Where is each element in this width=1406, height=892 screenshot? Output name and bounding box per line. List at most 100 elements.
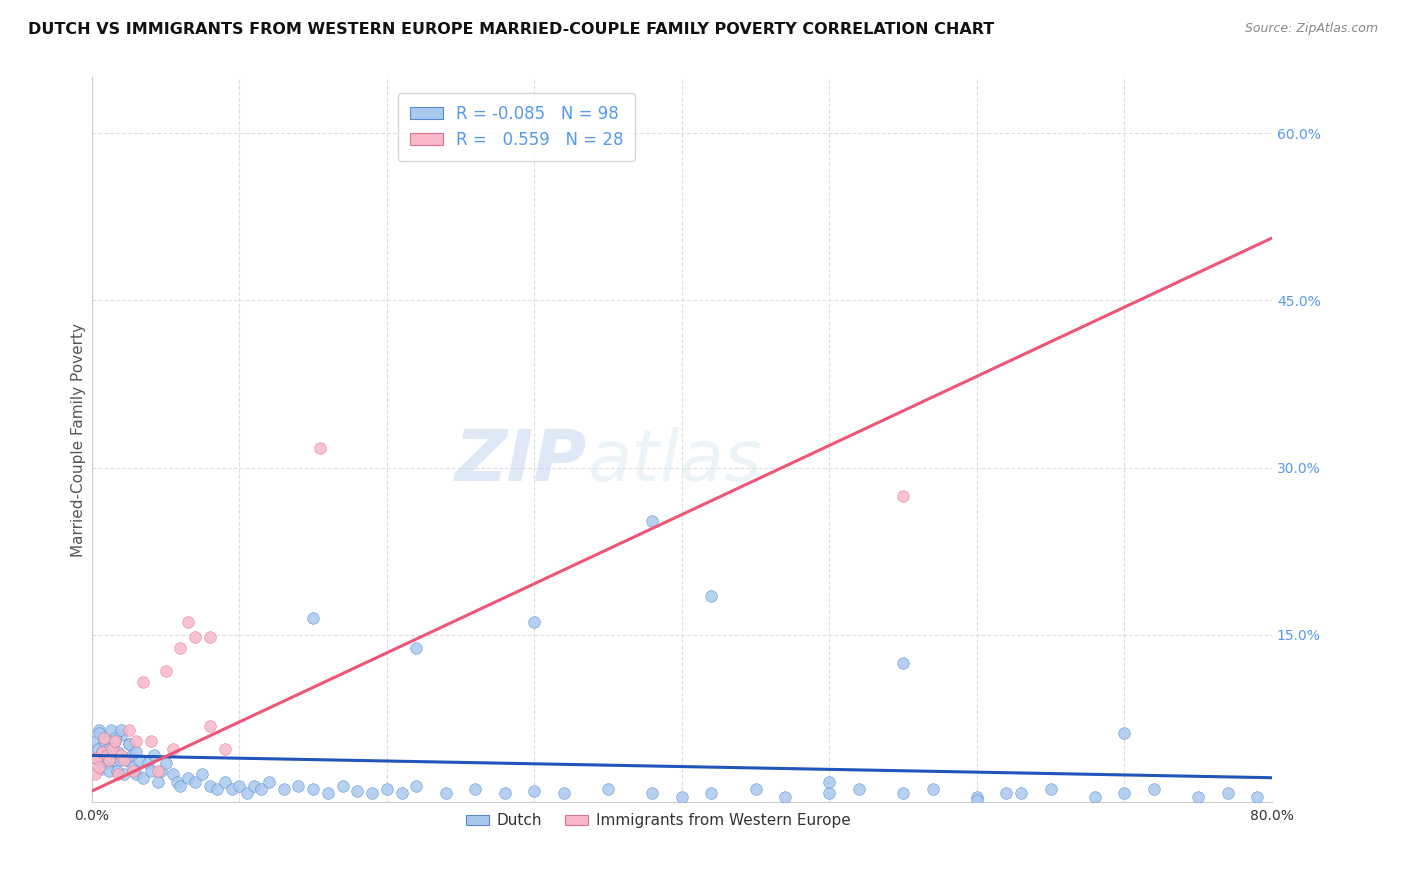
- Point: [112, 767, 135, 781]
- Point: [142, 748, 165, 763]
- Point: [176, 615, 198, 629]
- Point: [1084, 789, 1107, 804]
- Point: [641, 786, 664, 800]
- Point: [101, 741, 124, 756]
- Point: [84, 750, 107, 764]
- Point: [257, 775, 280, 789]
- Point: [1143, 781, 1166, 796]
- Point: [132, 771, 155, 785]
- Point: [98, 741, 121, 756]
- Text: Source: ZipAtlas.com: Source: ZipAtlas.com: [1244, 22, 1378, 36]
- Point: [361, 786, 384, 800]
- Point: [641, 514, 664, 528]
- Point: [434, 786, 457, 800]
- Point: [122, 764, 145, 778]
- Point: [198, 719, 221, 733]
- Point: [83, 767, 105, 781]
- Point: [346, 784, 368, 798]
- Point: [94, 731, 117, 745]
- Point: [191, 767, 214, 781]
- Point: [114, 753, 136, 767]
- Point: [1114, 786, 1136, 800]
- Point: [125, 734, 148, 748]
- Point: [169, 779, 191, 793]
- Point: [316, 786, 339, 800]
- Point: [96, 748, 118, 763]
- Point: [104, 734, 127, 748]
- Point: [169, 641, 191, 656]
- Point: [184, 775, 207, 789]
- Point: [118, 723, 141, 737]
- Point: [90, 762, 112, 776]
- Point: [1039, 781, 1062, 796]
- Point: [287, 779, 309, 793]
- Point: [107, 745, 129, 759]
- Point: [228, 779, 250, 793]
- Point: [93, 753, 115, 767]
- Point: [891, 656, 914, 670]
- Point: [98, 753, 121, 767]
- Point: [89, 759, 111, 773]
- Point: [148, 775, 170, 789]
- Point: [214, 775, 236, 789]
- Point: [1187, 789, 1209, 804]
- Point: [125, 745, 148, 759]
- Point: [744, 781, 766, 796]
- Point: [1246, 789, 1268, 804]
- Point: [1114, 726, 1136, 740]
- Point: [93, 731, 115, 745]
- Point: [96, 741, 118, 756]
- Point: [302, 781, 325, 796]
- Point: [700, 786, 723, 800]
- Point: [108, 753, 131, 767]
- Point: [91, 745, 114, 759]
- Point: [107, 767, 129, 781]
- Text: ZIP: ZIP: [456, 427, 588, 496]
- Point: [553, 786, 575, 800]
- Point: [104, 731, 127, 745]
- Point: [162, 767, 184, 781]
- Point: [891, 489, 914, 503]
- Point: [101, 748, 124, 763]
- Point: [110, 728, 132, 742]
- Point: [110, 723, 132, 737]
- Point: [818, 775, 841, 789]
- Point: [122, 759, 145, 773]
- Point: [166, 775, 188, 789]
- Point: [250, 781, 273, 796]
- Point: [125, 767, 148, 781]
- Point: [214, 741, 236, 756]
- Point: [176, 771, 198, 785]
- Point: [966, 793, 988, 807]
- Point: [671, 789, 693, 804]
- Point: [148, 764, 170, 778]
- Point: [128, 753, 150, 767]
- Point: [110, 748, 132, 763]
- Point: [84, 750, 107, 764]
- Point: [235, 786, 257, 800]
- Point: [97, 756, 120, 771]
- Point: [89, 726, 111, 740]
- Point: [405, 779, 427, 793]
- Text: DUTCH VS IMMIGRANTS FROM WESTERN EUROPE MARRIED-COUPLE FAMILY POVERTY CORRELATIO: DUTCH VS IMMIGRANTS FROM WESTERN EUROPE …: [28, 22, 994, 37]
- Point: [700, 589, 723, 603]
- Point: [221, 781, 243, 796]
- Point: [83, 734, 105, 748]
- Point: [966, 789, 988, 804]
- Point: [103, 753, 125, 767]
- Point: [118, 737, 141, 751]
- Point: [184, 630, 207, 644]
- Text: atlas: atlas: [588, 427, 762, 496]
- Point: [121, 748, 143, 763]
- Point: [309, 441, 332, 455]
- Point: [405, 641, 427, 656]
- Point: [332, 779, 354, 793]
- Point: [89, 723, 111, 737]
- Point: [93, 734, 115, 748]
- Point: [100, 723, 122, 737]
- Point: [302, 611, 325, 625]
- Point: [273, 781, 295, 796]
- Point: [198, 779, 221, 793]
- Point: [150, 764, 173, 778]
- Point: [98, 764, 121, 778]
